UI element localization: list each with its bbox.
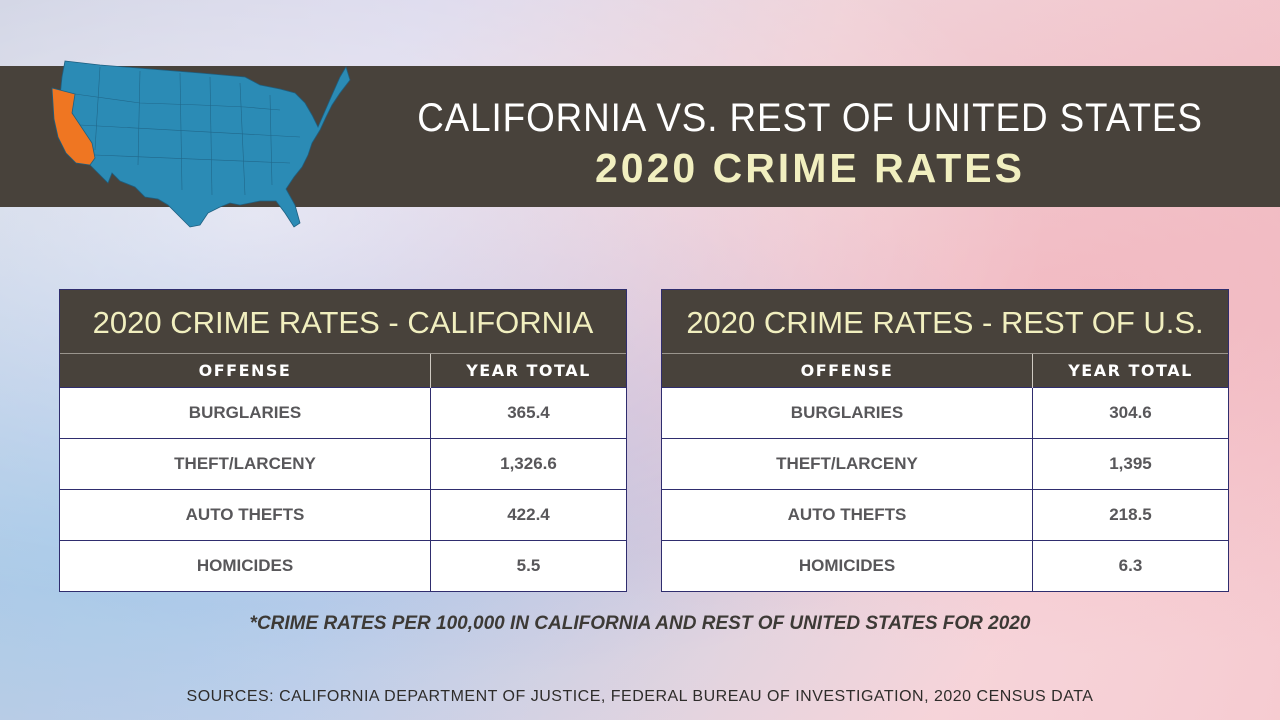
offense-cell: AUTO THEFTS (60, 489, 431, 541)
table-row: HOMICIDES 6.3 (662, 540, 1228, 591)
table-row: THEFT/LARCENY 1,326.6 (60, 438, 626, 490)
table-header-row: OFFENSE YEAR TOTAL (60, 354, 626, 388)
offense-cell: HOMICIDES (662, 540, 1033, 591)
total-cell: 304.6 (1032, 387, 1228, 439)
california-shape (51, 87, 96, 166)
table-title: 2020 CRIME RATES - CALIFORNIA (60, 290, 626, 354)
total-cell: 422.4 (430, 489, 626, 541)
column-header-offense: OFFENSE (662, 354, 1033, 388)
table-row: BURGLARIES 365.4 (60, 387, 626, 439)
table-row: HOMICIDES 5.5 (60, 540, 626, 591)
total-cell: 6.3 (1032, 540, 1228, 591)
total-cell: 1,395 (1032, 438, 1228, 490)
table-row: THEFT/LARCENY 1,395 (662, 438, 1228, 490)
column-header-offense: OFFENSE (60, 354, 431, 388)
offense-cell: BURGLARIES (662, 387, 1033, 439)
offense-cell: BURGLARIES (60, 387, 431, 439)
total-cell: 5.5 (430, 540, 626, 591)
footnote: *CRIME RATES PER 100,000 IN CALIFORNIA A… (249, 613, 1031, 634)
us-map-shape (59, 60, 351, 228)
column-header-year-total: YEAR TOTAL (430, 354, 626, 388)
offense-cell: THEFT/LARCENY (662, 438, 1033, 490)
rest-of-us-crime-table: 2020 CRIME RATES - REST OF U.S. OFFENSE … (661, 289, 1229, 592)
table-row: AUTO THEFTS 218.5 (662, 489, 1228, 541)
table-row: AUTO THEFTS 422.4 (60, 489, 626, 541)
offense-cell: THEFT/LARCENY (60, 438, 431, 490)
us-map-icon (51, 60, 351, 228)
offense-cell: AUTO THEFTS (662, 489, 1033, 541)
table-title: 2020 CRIME RATES - REST OF U.S. (662, 290, 1228, 354)
column-header-year-total: YEAR TOTAL (1032, 354, 1228, 388)
total-cell: 1,326.6 (430, 438, 626, 490)
total-cell: 218.5 (1032, 489, 1228, 541)
total-cell: 365.4 (430, 387, 626, 439)
table-row: BURGLARIES 304.6 (662, 387, 1228, 439)
page-title: CALIFORNIA VS. REST OF UNITED STATES (417, 96, 1203, 140)
offense-cell: HOMICIDES (60, 540, 431, 591)
table-header-row: OFFENSE YEAR TOTAL (662, 354, 1228, 388)
page-subtitle: 2020 CRIME RATES (594, 145, 1025, 191)
california-crime-table: 2020 CRIME RATES - CALIFORNIA OFFENSE YE… (59, 289, 627, 592)
sources-caption: SOURCES: CALIFORNIA DEPARTMENT OF JUSTIC… (186, 688, 1094, 705)
